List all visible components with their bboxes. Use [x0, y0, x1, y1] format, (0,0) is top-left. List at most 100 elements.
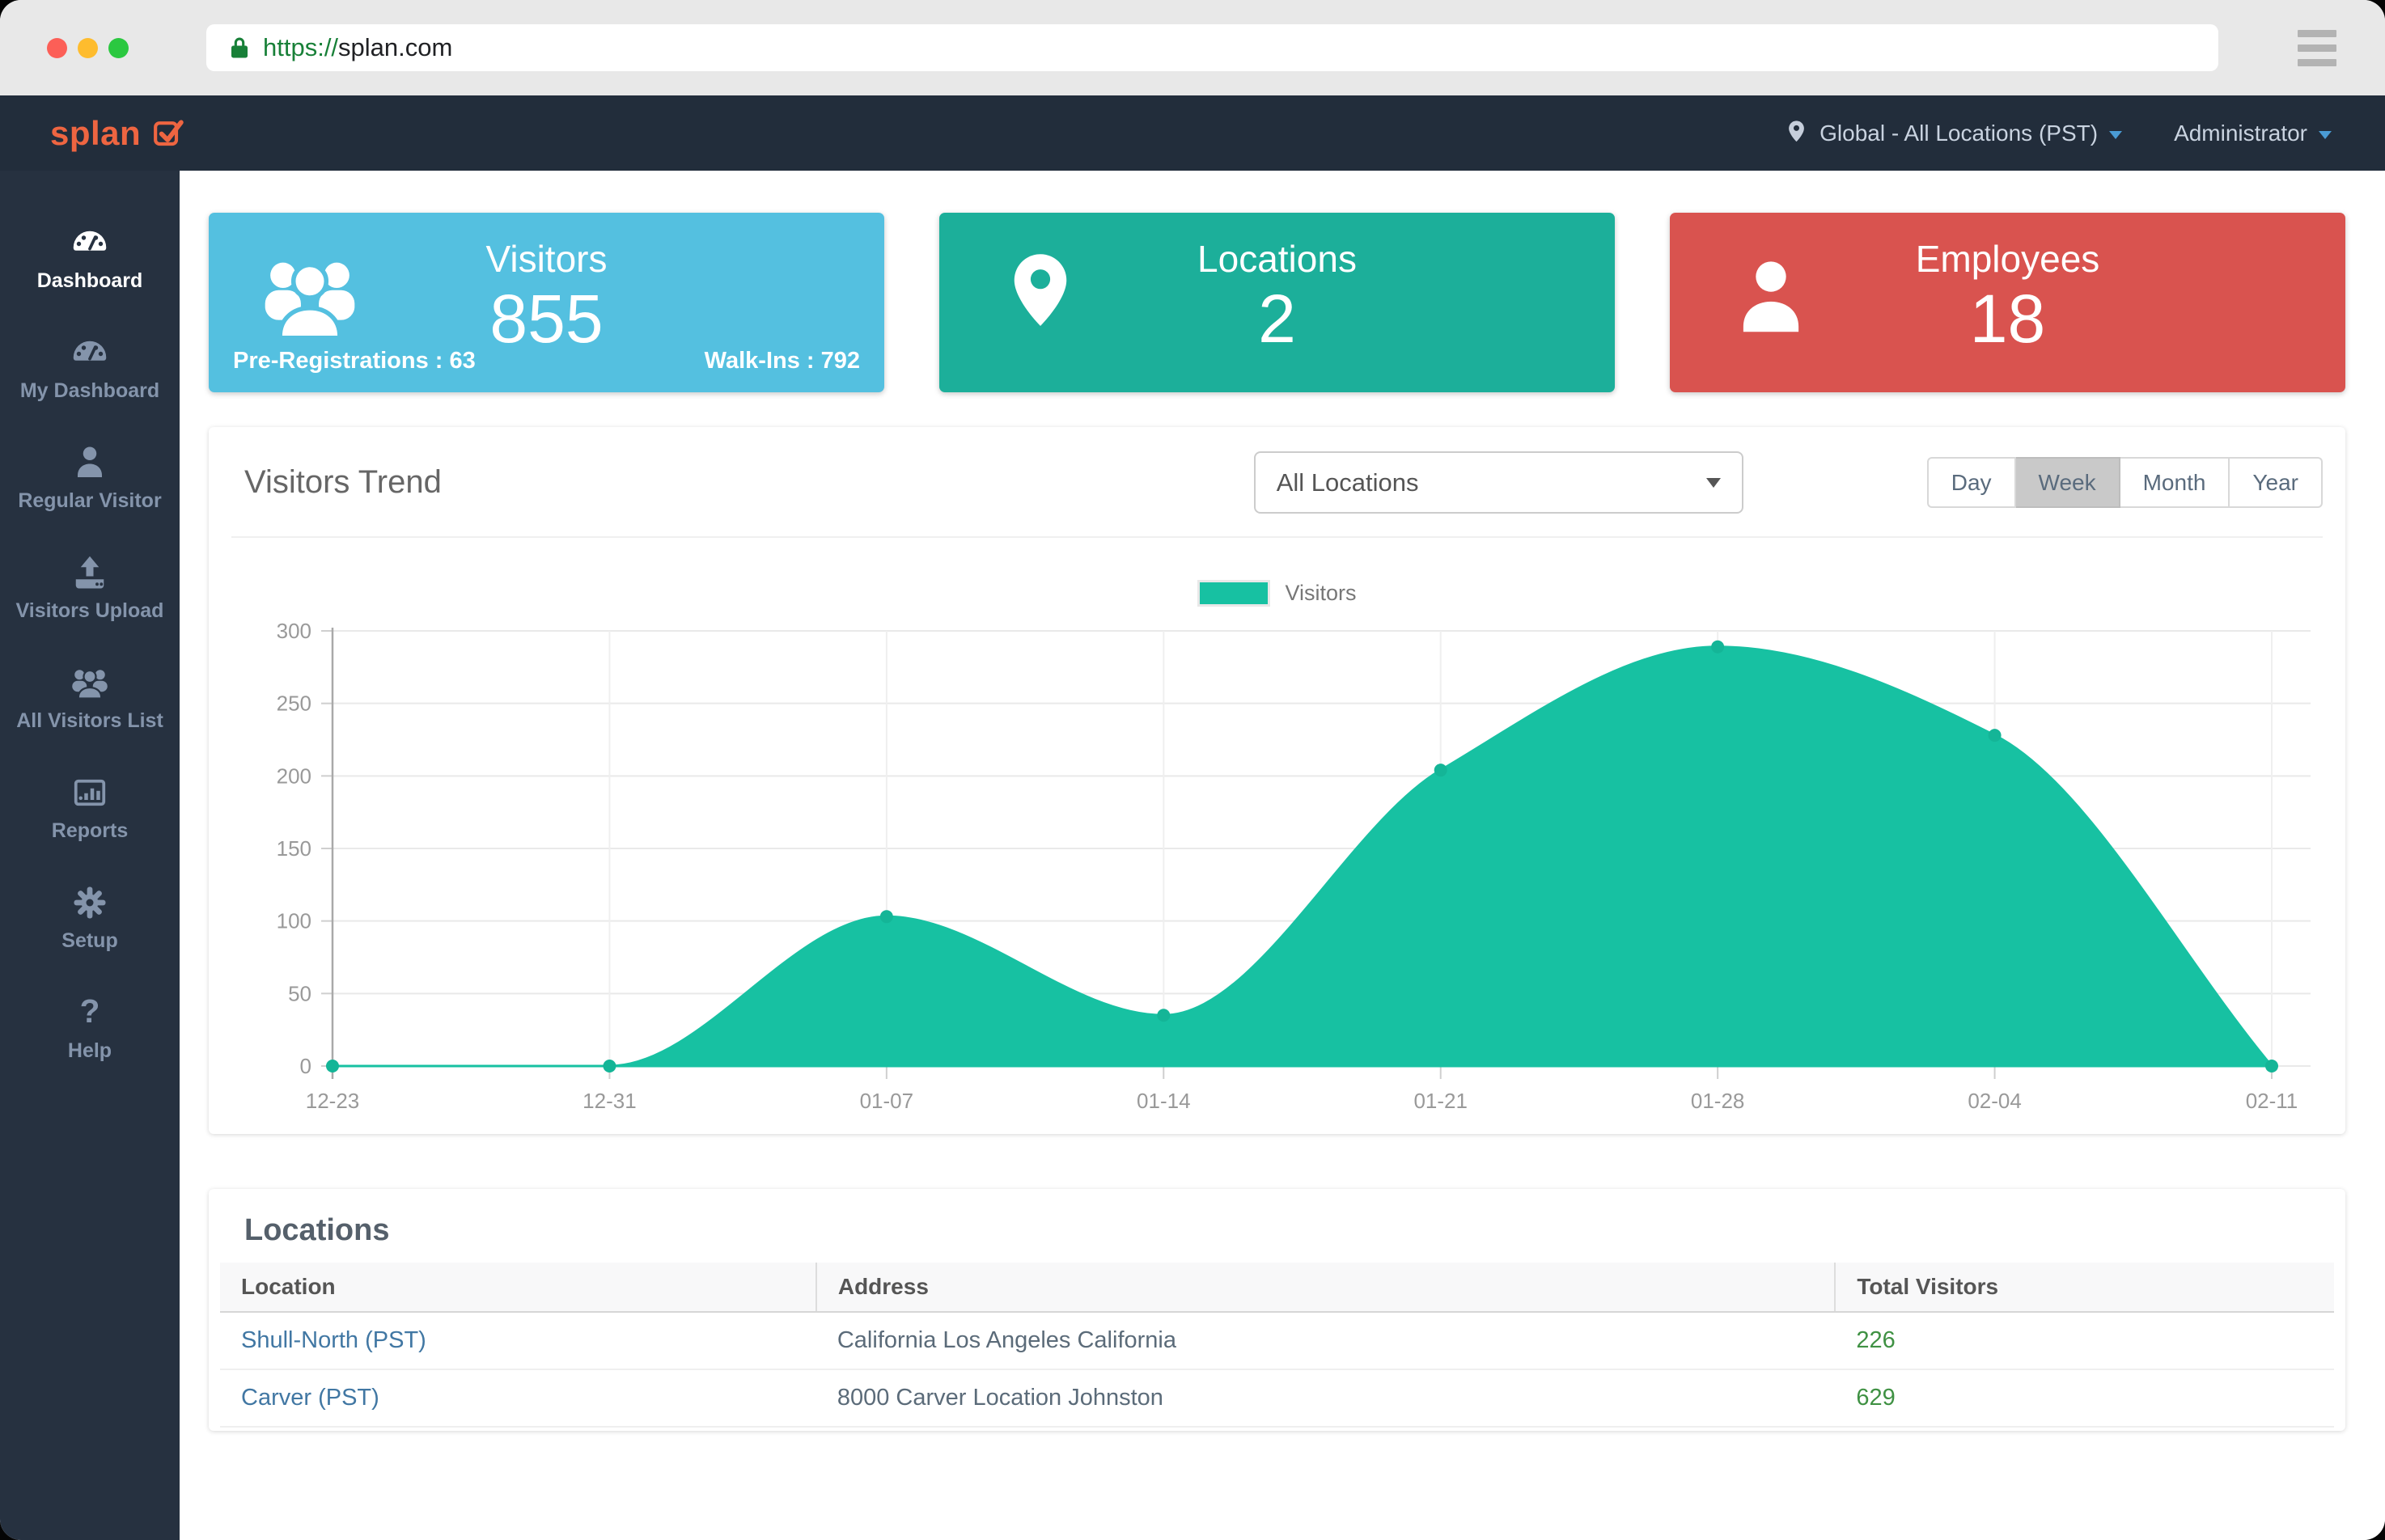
location-link[interactable]: Shull-North (PST): [220, 1312, 816, 1370]
stat-value: 855: [489, 281, 604, 357]
sidebar-item-help[interactable]: ? Help: [0, 973, 180, 1083]
bar-chart-icon: [74, 779, 106, 806]
svg-text:12-23: 12-23: [306, 1089, 360, 1113]
range-year-button[interactable]: Year: [2230, 457, 2323, 508]
svg-text:150: 150: [277, 836, 311, 861]
range-week-button[interactable]: Week: [2015, 457, 2120, 508]
sidebar-item-label: Help: [67, 1039, 112, 1062]
address-bar[interactable]: https://splan.com: [206, 24, 2218, 71]
sidebar-item-dashboard[interactable]: Dashboard: [0, 203, 180, 313]
column-header-address: Address: [815, 1263, 1836, 1313]
pre-registrations-label: Pre-Registrations : 63: [233, 348, 476, 374]
sidebar-item-label: Reports: [51, 819, 129, 842]
question-mark-icon: ?: [80, 993, 100, 1030]
app-header: splan Global - All Locations (PST) Admin…: [0, 95, 2385, 171]
url-host: splan.com: [338, 33, 453, 61]
trend-title: Visitors Trend: [244, 464, 442, 500]
locations-table-card: Locations Location Address Total Visitor…: [209, 1189, 2345, 1431]
svg-text:01-14: 01-14: [1137, 1089, 1191, 1113]
dashboard-gauge-icon: [73, 231, 107, 251]
svg-text:200: 200: [277, 764, 311, 788]
user-menu[interactable]: Administrator: [2174, 121, 2332, 146]
range-toggle-group: Day Week Month Year: [1926, 457, 2323, 508]
sidebar-item-label: Visitors Upload: [15, 599, 164, 622]
sidebar-item-all-visitors-list[interactable]: All Visitors List: [0, 643, 180, 753]
svg-text:01-28: 01-28: [1691, 1089, 1745, 1113]
sidebar-item-reports[interactable]: Reports: [0, 753, 180, 863]
chevron-down-icon: [2109, 130, 2123, 139]
visitors-trend-card: Visitors Trend All Locations Day Week Mo…: [209, 427, 2345, 1134]
table-header-row: Location Address Total Visitors: [220, 1263, 2334, 1313]
sidebar: Dashboard My Dashboard Regular Visitor V…: [0, 171, 180, 1540]
browser-menu-icon[interactable]: [2298, 29, 2336, 66]
sidebar-item-label: Dashboard: [36, 269, 143, 292]
column-header-total-visitors: Total Visitors: [1834, 1263, 2334, 1313]
main-content: Visitors 855 Pre-Registrations : 63 Walk…: [180, 171, 2385, 1540]
chart-legend: Visitors: [209, 580, 2345, 607]
location-total-visitors: 629: [1835, 1369, 2334, 1428]
sidebar-item-label: Regular Visitor: [18, 489, 162, 512]
my-dashboard-gauge-icon: [73, 341, 107, 361]
range-day-button[interactable]: Day: [1926, 457, 2016, 508]
svg-text:02-11: 02-11: [2246, 1089, 2298, 1113]
sidebar-item-setup[interactable]: Setup: [0, 863, 180, 973]
range-month-button[interactable]: Month: [2120, 457, 2230, 508]
minimize-window-button[interactable]: [78, 37, 98, 58]
location-total-visitors: 226: [1835, 1312, 2334, 1370]
global-location-selector[interactable]: Global - All Locations (PST): [1786, 120, 2123, 147]
url-scheme: https://: [263, 33, 339, 61]
lock-icon: [231, 37, 248, 58]
people-group-icon: [72, 669, 108, 700]
sidebar-item-visitors-upload[interactable]: Visitors Upload: [0, 533, 180, 643]
browser-chrome: https://splan.com: [0, 0, 2385, 95]
brand-logo[interactable]: splan: [50, 114, 184, 153]
svg-text:02-04: 02-04: [1968, 1089, 2022, 1113]
location-address: California Los Angeles California: [815, 1312, 1836, 1370]
stat-title: Locations: [1197, 238, 1357, 280]
locations-table: Location Address Total Visitors Shull-No…: [220, 1263, 2334, 1428]
svg-text:0: 0: [300, 1054, 311, 1078]
sidebar-item-label: All Visitors List: [16, 709, 163, 732]
svg-text:?: ?: [80, 993, 100, 1030]
select-caret-icon: [1705, 477, 1721, 488]
svg-text:300: 300: [277, 619, 311, 643]
close-window-button[interactable]: [47, 37, 67, 58]
visitors-stat-card[interactable]: Visitors 855 Pre-Registrations : 63 Walk…: [209, 213, 884, 392]
table-row: Shull-North (PST) California Los Angeles…: [220, 1312, 2334, 1370]
brand-check-icon: [154, 119, 184, 146]
brand-name: splan: [50, 113, 142, 152]
location-pin-icon: [1789, 120, 1805, 142]
legend-label: Visitors: [1285, 581, 1357, 605]
legend-swatch: [1197, 580, 1271, 607]
sidebar-item-regular-visitor[interactable]: Regular Visitor: [0, 423, 180, 533]
maximize-window-button[interactable]: [108, 37, 129, 58]
locations-stat-card[interactable]: Locations 2: [939, 213, 1615, 392]
trend-location-filter-value: All Locations: [1276, 468, 1419, 497]
location-pin-icon: [988, 243, 1093, 352]
global-location-label: Global - All Locations (PST): [1819, 120, 2099, 146]
svg-text:100: 100: [277, 909, 311, 933]
svg-text:50: 50: [288, 981, 311, 1005]
chevron-down-icon: [2319, 130, 2332, 139]
window-controls: [47, 37, 129, 58]
person-icon: [78, 446, 102, 477]
trend-location-filter[interactable]: All Locations: [1253, 451, 1743, 514]
employee-person-icon: [1718, 243, 1824, 352]
employees-stat-card[interactable]: Employees 18: [1670, 213, 2345, 392]
sidebar-item-label: My Dashboard: [19, 379, 160, 402]
user-menu-label: Administrator: [2174, 120, 2307, 146]
stats-row: Visitors 855 Pre-Registrations : 63 Walk…: [209, 213, 2345, 392]
visitors-trend-chart: 0 50 100 150 200 250 300 12-23 12-31 01-07 01-14 01…: [277, 619, 2311, 1113]
stat-value: 2: [1258, 281, 1296, 357]
locations-table-title: Locations: [244, 1213, 390, 1247]
stat-title: Employees: [1915, 238, 2100, 280]
sidebar-item-label: Setup: [61, 929, 118, 952]
svg-text:01-07: 01-07: [860, 1089, 914, 1113]
location-address: 8000 Carver Location Johnston: [815, 1369, 1836, 1428]
column-header-location: Location: [220, 1263, 816, 1313]
sidebar-item-my-dashboard[interactable]: My Dashboard: [0, 313, 180, 423]
location-link[interactable]: Carver (PST): [220, 1369, 816, 1428]
upload-icon: [75, 556, 104, 589]
svg-text:01-21: 01-21: [1413, 1089, 1468, 1113]
